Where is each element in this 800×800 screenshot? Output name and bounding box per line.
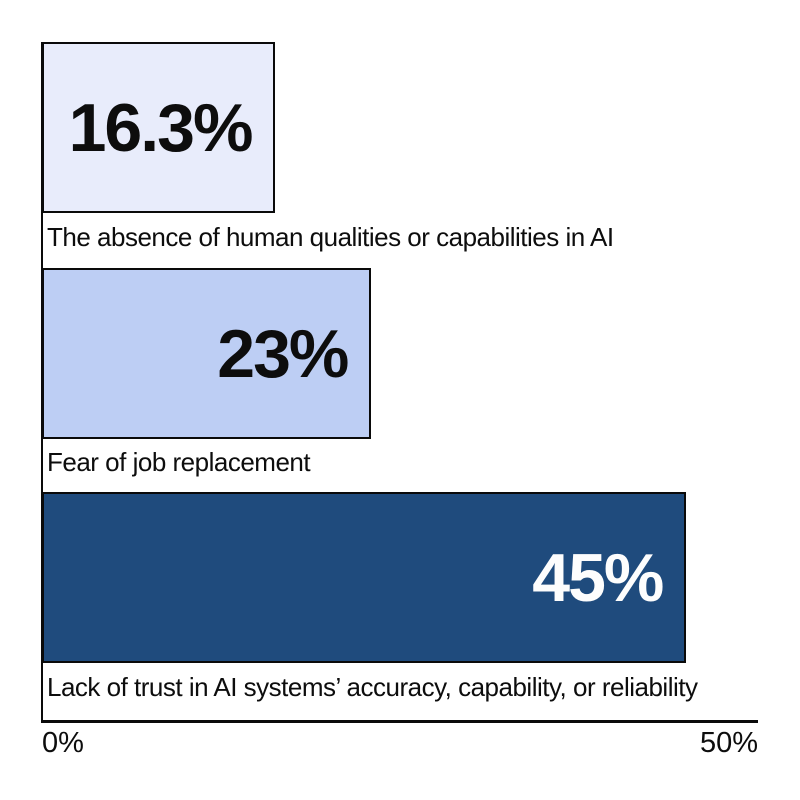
bar-value-label: 16.3% [68, 89, 254, 166]
bar-value-label: 45% [532, 539, 664, 616]
bar-category-label: Fear of job replacement [47, 447, 311, 477]
bar-category-label: The absence of human qualities or capabi… [47, 222, 614, 252]
x-axis-tick-max: 50% [699, 727, 758, 759]
x-axis-line [41, 720, 758, 723]
bar-absence-of-human-qualities: 16.3% [42, 42, 276, 213]
bar-fear-of-job-replacement: 23% [42, 268, 372, 439]
x-axis-tick-min: 0% [42, 727, 84, 759]
bar-category-label: Lack of trust in AI systems’ accuracy, c… [47, 672, 698, 702]
bar-value-label: 23% [217, 315, 349, 392]
bar-lack-of-trust-in-ai-systems: 45% [42, 492, 687, 663]
